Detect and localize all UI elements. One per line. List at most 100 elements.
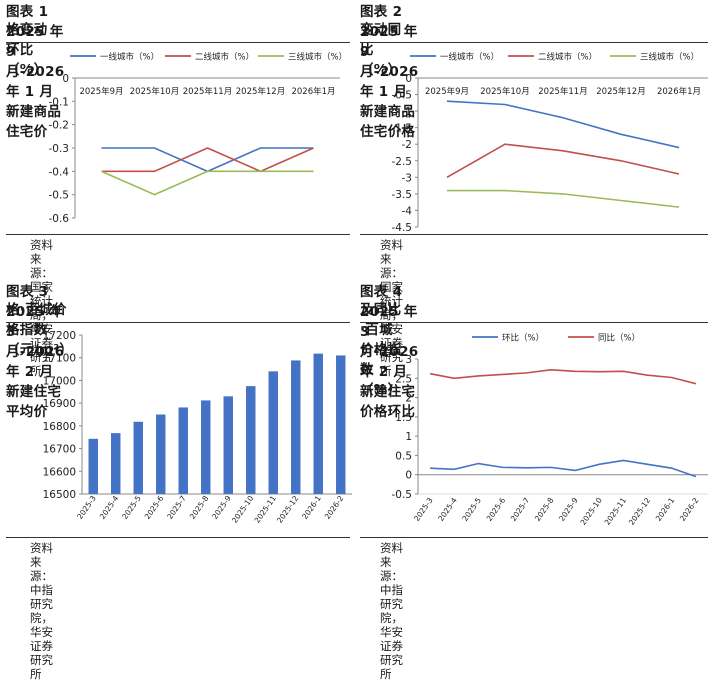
chart-2-x-tick-label: 2025年9月	[425, 86, 469, 97]
chart-3-bar	[246, 386, 256, 494]
chart-2-title-line1: 图表 2 2025 年 9 月-2026 年 1 月新建商品住宅价格	[360, 4, 419, 140]
chart-1-x-tick-label: 2025年11月	[183, 86, 232, 97]
chart-2-source: 资料来源：国家统计局，华安证券研究所	[380, 238, 403, 378]
chart-1-series-line	[101, 170, 314, 196]
chart-1-x-tick-label: 2026年1月	[291, 86, 335, 97]
chart-4-series-line	[430, 459, 697, 478]
chart-3-x-tick-label: 2025-5	[120, 494, 143, 521]
chart-3-bar	[268, 371, 278, 494]
chart-2-series-line	[446, 143, 680, 179]
chart-4-x-tick-label: 2025-6	[485, 496, 508, 523]
chart-3-bar	[201, 400, 211, 494]
chart-4-x-tick-label: 2025-12	[627, 496, 652, 527]
chart-3-source: 资料来源：中指研究院，华安证券研究所	[30, 541, 53, 681]
chart-1-source: 资料来源：国家统计局，华安证券研究所	[30, 238, 53, 378]
chart-3-top-rule	[6, 322, 350, 323]
chart-3-y-tick-label: 17200	[43, 330, 76, 342]
chart-4-y-tick-label: 1	[405, 431, 412, 443]
chart-2-title-line2: 变动同比（%）	[360, 22, 402, 78]
chart-1-series-line	[101, 147, 314, 173]
chart-4-title-line2: 及同比·百城价格指数（%）	[360, 302, 402, 398]
chart-3-bar	[223, 396, 233, 494]
chart-4-legend-label: 环比（%）	[502, 333, 544, 344]
chart-4-x-tick-label: 2025-10	[579, 496, 604, 527]
chart-4-x-tick-label: 2025-3	[412, 496, 435, 523]
chart-3-bottom-rule	[6, 537, 350, 538]
chart-4-x-tick-label: 2026-1	[654, 496, 677, 523]
chart-3-bar	[88, 438, 98, 494]
chart-4-y-tick-label: 0	[405, 470, 412, 482]
chart-3-x-tick-label: 2025-9	[210, 494, 233, 521]
chart-2-y-tick-label: -2	[402, 139, 412, 151]
chart-4-y-tick-label: 3	[405, 354, 412, 366]
chart-4-x-tick-label: 2026-2	[678, 496, 701, 523]
chart-4-y-tick-label: 0.5	[395, 450, 412, 462]
chart-2-y-tick-label: -4.5	[392, 222, 413, 234]
chart-2-y-tick-label: -2.5	[392, 156, 413, 168]
chart-1-y-tick-label: -0.4	[49, 166, 70, 178]
chart-2-y-tick-label: -1.5	[392, 123, 413, 135]
chart-1-y-tick-label: -0.5	[49, 190, 70, 202]
chart-1-y-tick-label: -0.3	[49, 143, 70, 155]
chart-1-x-tick-label: 2025年9月	[79, 86, 123, 97]
chart-4-x-tick-label: 2025-4	[436, 496, 459, 523]
chart-3-x-tick-label: 2025-8	[188, 494, 211, 521]
chart-3-x-tick-label: 2026-2	[323, 494, 346, 521]
chart-4-x-tick-label: 2025-11	[603, 496, 628, 527]
chart-2-x-tick-label: 2026年1月	[657, 86, 701, 97]
chart-4-title-line1: 图表 4 2025 年 3 月-2026 年 2 月新建住宅价格环比	[360, 284, 419, 420]
chart-2-legend-label: 一线城市（%）	[440, 52, 499, 63]
chart-1-title-line2: 格变动环比（%）	[6, 22, 48, 78]
chart-2-series-line	[447, 189, 680, 208]
chart-2-x-tick-label: 2025年12月	[596, 86, 645, 97]
chart-1-x-tick-label: 2025年10月	[130, 86, 179, 97]
chart-3-bar	[313, 353, 323, 494]
chart-4-y-tick-label: 2	[405, 393, 412, 405]
chart-3-bar	[156, 414, 166, 494]
chart-4-top-rule	[360, 322, 708, 323]
chart-4-y-tick-label: 1.5	[395, 412, 412, 424]
chart-2-plot: 0 -0.5 -1 -1.5 -2 -2.5 -3 -3.5 -4 -4.5 2025年9月 2025…	[392, 52, 708, 234]
chart-1-y-tick-label: -0.6	[49, 213, 70, 225]
chart-3-bar	[336, 355, 346, 494]
chart-2-x-tick-label: 2025年11月	[538, 86, 587, 97]
chart-3-y-tick-label: 16800	[43, 421, 76, 433]
chart-1-legend-label: 三线城市（%）	[288, 52, 347, 63]
chart-4-x-tick-label: 2025-5	[460, 496, 483, 523]
chart-3-y-tick-label: 16900	[43, 398, 76, 410]
chart-3-y-tick-label: 17000	[43, 375, 76, 387]
chart-3-x-tick-label: 2026-1	[300, 494, 323, 521]
chart-1-y-tick-label: 0	[62, 73, 69, 85]
chart-4-x-tick-label: 2025-7	[509, 496, 532, 523]
chart-3-plot: 17200 17100 17000 16900 16800 16700 16600 16500…	[43, 330, 352, 525]
chart-1-bottom-rule	[6, 234, 350, 235]
chart-2-y-tick-label: -1	[402, 106, 412, 118]
chart-3-x-tick-label: 2025-4	[98, 494, 121, 521]
chart-2-legend-label: 三线城市（%）	[640, 52, 699, 63]
chart-3-y-tick-label: 16500	[43, 489, 76, 501]
chart-4-legend-label: 同比（%）	[598, 333, 640, 344]
chart-4-y-tick-label: 2.5	[395, 373, 412, 385]
chart-3-x-tick-label: 2025-6	[143, 494, 166, 521]
chart-4-source: 资料来源：中指研究院，华安证券研究所	[380, 541, 403, 681]
chart-2-series-line	[446, 100, 680, 149]
chart-3-title-line1: 图表 3 2025 年 3 月-2026 年 2 月新建住宅平均价	[6, 284, 65, 420]
chart-1-plot: 0 -0.1 -0.2 -0.3 -0.4 -0.5 -0.6 2025年9月 2025年10月…	[49, 52, 348, 226]
chart-2-top-rule	[360, 42, 708, 43]
chart-4-x-tick-label: 2025-8	[533, 496, 556, 523]
chart-3-x-tick-label: 2025-3	[75, 494, 98, 521]
chart-2-x-tick-label: 2025年10月	[480, 86, 529, 97]
chart-3-bar	[291, 360, 301, 494]
chart-3-x-tick-label: 2025-7	[165, 494, 188, 521]
chart-4-y-tick-label: -0.5	[392, 489, 413, 501]
chart-3-y-tick-label: 16600	[43, 466, 76, 478]
chart-3-bar	[111, 433, 121, 494]
chart-1-y-tick-label: -0.1	[49, 96, 70, 108]
chart-3-x-tick-label: 2025-12	[275, 494, 300, 525]
chart-3-y-tick-label: 16700	[43, 444, 76, 456]
chart-2-y-tick-label: -3.5	[392, 189, 413, 201]
chart-1-title-line1: 图表 1 2025 年 9 月-2026 年 1 月新建商品住宅价	[6, 4, 65, 140]
chart-2-y-tick-label: -3	[402, 172, 412, 184]
chart-2-y-tick-label: -0.5	[392, 90, 413, 102]
